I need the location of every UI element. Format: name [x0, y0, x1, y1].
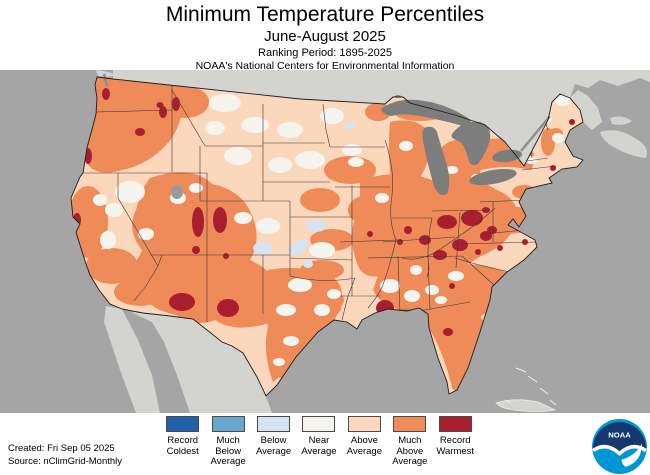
legend-label: Near Average	[301, 435, 337, 457]
noaa-logo: NOAA	[591, 418, 648, 475]
legend-item-near-average: Near Average	[296, 416, 341, 468]
created-date: Created: Fri Sep 05 2025	[8, 443, 115, 454]
legend-swatch-much-above-average	[393, 416, 427, 432]
legend-item-record-coldest: Record Coldest	[160, 416, 205, 468]
page-subtitle: June-August 2025	[264, 28, 386, 45]
cuba-bahamas	[495, 367, 557, 412]
mexico-landmass	[104, 306, 272, 413]
legend-swatch-record-coldest	[166, 416, 200, 432]
map-svg	[0, 70, 650, 413]
header: Minimum Temperature Percentiles June-Aug…	[0, 0, 650, 72]
great-salt-lake	[171, 185, 183, 199]
noaa-logo-text: NOAA	[608, 430, 631, 439]
legend-item-much-above-average: Much Above Average	[387, 416, 432, 468]
legend-label: Above Average	[346, 435, 382, 457]
legend-item-above-average: Above Average	[342, 416, 387, 468]
us-temperature-percentile-map	[0, 70, 650, 413]
legend-label: Below Average	[255, 435, 292, 457]
legend-item-much-below-average: Much Below Average	[205, 416, 250, 468]
legend-label: Much Above Average	[392, 435, 428, 467]
legend-item-below-average: Below Average	[251, 416, 296, 468]
map-credits: Created: Fri Sep 05 2025 Source: nClimGr…	[8, 442, 122, 468]
percentile-legend: Record Coldest Much Below Average Below …	[160, 416, 478, 468]
legend-swatch-near-average	[302, 416, 336, 432]
great-lakes	[102, 73, 551, 199]
page-title: Minimum Temperature Percentiles	[165, 3, 485, 26]
near-average-patches	[93, 94, 571, 366]
legend-item-record-warmest: Record Warmest	[433, 416, 478, 468]
data-source: Source: nClimGrid-Monthly	[8, 456, 123, 467]
legend-swatch-record-warmest	[438, 416, 472, 432]
record-warmest-spots	[73, 77, 575, 336]
legend-swatch-above-average	[347, 416, 381, 432]
legend-swatch-much-below-average	[211, 416, 245, 432]
legend-swatch-below-average	[257, 416, 291, 432]
legend-label: Much Below Average	[210, 435, 246, 467]
organization-name: NOAA's National Centers for Environmenta…	[195, 60, 455, 72]
legend-label: Record Warmest	[436, 435, 475, 457]
ranking-period: Ranking Period: 1895-2025	[258, 47, 392, 59]
legend-label: Record Coldest	[166, 435, 199, 457]
canada-landmass	[96, 70, 650, 166]
us-border-outline	[70, 76, 584, 397]
